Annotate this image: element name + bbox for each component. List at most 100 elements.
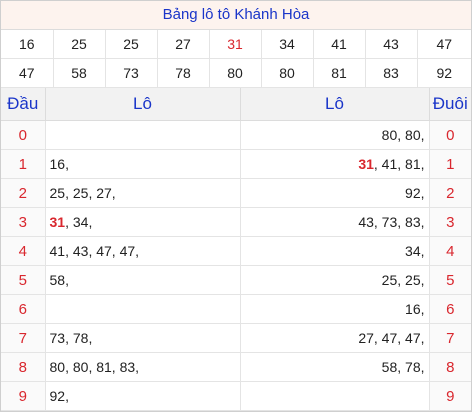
number-cell: 92 [417, 58, 471, 88]
duoi-cell: 5 [429, 265, 471, 295]
lo-number: 34 [405, 243, 421, 259]
lo-number: 83 [405, 214, 421, 230]
lo-duoi-cell: 31, 41, 81, [240, 149, 430, 179]
table-row: 4 41, 43, 47, 47, 34, 4 [1, 236, 471, 266]
lo-number: 80 [72, 359, 89, 375]
duoi-cell: 6 [429, 294, 471, 324]
number-cell: 58 [53, 58, 106, 88]
lo-number: 80 [381, 127, 398, 143]
lo-number: 73 [49, 330, 66, 346]
lo-number: 25 [49, 185, 66, 201]
table-row: 0 80, 80, 0 [1, 120, 471, 150]
duoi-cell: 0 [429, 120, 471, 150]
dau-cell: 8 [1, 352, 46, 382]
lo-dau-cell [45, 120, 241, 150]
table-row: 6 16, 6 [1, 294, 471, 324]
dau-cell: 0 [1, 120, 46, 150]
numbers-row: 16 25 25 27 31 34 41 43 47 [1, 30, 471, 59]
lo-dau-cell: 25, 25, 27, [45, 178, 241, 208]
lo-number: 47 [405, 330, 421, 346]
lo-number: 25 [405, 272, 421, 288]
table-row: 5 58, 25, 25, 5 [1, 265, 471, 295]
table-row: 2 25, 25, 27, 92, 2 [1, 178, 471, 208]
header-lo-right: Lô [240, 88, 430, 121]
header-dau: Đầu [1, 88, 46, 121]
lo-number: 41 [381, 156, 398, 172]
lo-dau-cell: 73, 78, [45, 323, 241, 353]
lo-number: 25 [381, 272, 398, 288]
table-row: 3 31, 34, 43, 73, 83, 3 [1, 207, 471, 237]
number-cell: 31 [209, 30, 262, 59]
duoi-cell: 3 [429, 207, 471, 237]
number-cell: 78 [157, 58, 210, 88]
header-lo-left: Lô [45, 88, 241, 121]
dau-cell: 7 [1, 323, 46, 353]
number-cell: 34 [261, 30, 314, 59]
lo-dau-cell: 31, 34, [45, 207, 241, 237]
number-cell: 47 [1, 58, 54, 88]
lo-number: 83 [119, 359, 136, 375]
number-cell: 80 [209, 58, 262, 88]
lo-number: 31 [358, 156, 374, 172]
lo-number: 58 [49, 272, 66, 288]
duoi-cell: 1 [429, 149, 471, 179]
number-cell: 83 [365, 58, 418, 88]
lo-duoi-cell: 25, 25, [240, 265, 430, 295]
lo-number: 78 [405, 359, 421, 375]
number-cell: 27 [157, 30, 210, 59]
dau-cell: 2 [1, 178, 46, 208]
lo-number: 31 [49, 214, 66, 230]
lo-duoi-cell: 34, [240, 236, 430, 266]
lo-duoi-cell: 43, 73, 83, [240, 207, 430, 237]
header-duoi: Đuôi [429, 88, 471, 121]
lo-number: 58 [381, 359, 398, 375]
dau-cell: 1 [1, 149, 46, 179]
number-cell: 25 [105, 30, 158, 59]
lo-number: 78 [72, 330, 89, 346]
lo-dau-cell [45, 294, 241, 324]
lo-dau-cell: 58, [45, 265, 241, 295]
lo-number: 16 [49, 156, 66, 172]
lo-duoi-cell [240, 381, 430, 411]
number-cell: 81 [313, 58, 366, 88]
lo-number: 25 [72, 185, 89, 201]
number-cell: 47 [417, 30, 471, 59]
lo-number: 92 [405, 185, 421, 201]
lo-number: 80 [49, 359, 66, 375]
number-cell: 25 [53, 30, 106, 59]
numbers-row: 47 58 73 78 80 80 81 83 92 [1, 58, 471, 88]
lo-number: 34 [72, 214, 89, 230]
dau-cell: 6 [1, 294, 46, 324]
table-row: 9 92, 9 [1, 381, 471, 411]
lo-number: 47 [96, 243, 112, 259]
duoi-cell: 4 [429, 236, 471, 266]
lo-number: 16 [405, 301, 421, 317]
lo-duoi-cell: 58, 78, [240, 352, 430, 382]
page-title: Bảng lô tô Khánh Hòa [1, 1, 471, 30]
lo-dau-cell: 41, 43, 47, 47, [45, 236, 241, 266]
number-cell: 73 [105, 58, 158, 88]
table-row: 8 80, 80, 81, 83, 58, 78, 8 [1, 352, 471, 382]
dau-cell: 9 [1, 381, 46, 411]
duoi-cell: 9 [429, 381, 471, 411]
dau-cell: 4 [1, 236, 46, 266]
number-cell: 80 [261, 58, 314, 88]
lo-dau-cell: 80, 80, 81, 83, [45, 352, 241, 382]
lo-dau-cell: 92, [45, 381, 241, 411]
lo-number: 80 [405, 127, 421, 143]
number-cell: 16 [1, 30, 54, 59]
lo-number: 43 [72, 243, 89, 259]
table-row: 7 73, 78, 27, 47, 47, 7 [1, 323, 471, 353]
dau-cell: 5 [1, 265, 46, 295]
lo-number: 47 [119, 243, 136, 259]
lo-duoi-cell: 92, [240, 178, 430, 208]
lo-number: 73 [381, 214, 398, 230]
number-cell: 41 [313, 30, 366, 59]
dau-cell: 3 [1, 207, 46, 237]
lo-duoi-cell: 16, [240, 294, 430, 324]
lo-number: 47 [381, 330, 398, 346]
duoi-cell: 8 [429, 352, 471, 382]
duoi-cell: 2 [429, 178, 471, 208]
lo-number: 27 [358, 330, 374, 346]
